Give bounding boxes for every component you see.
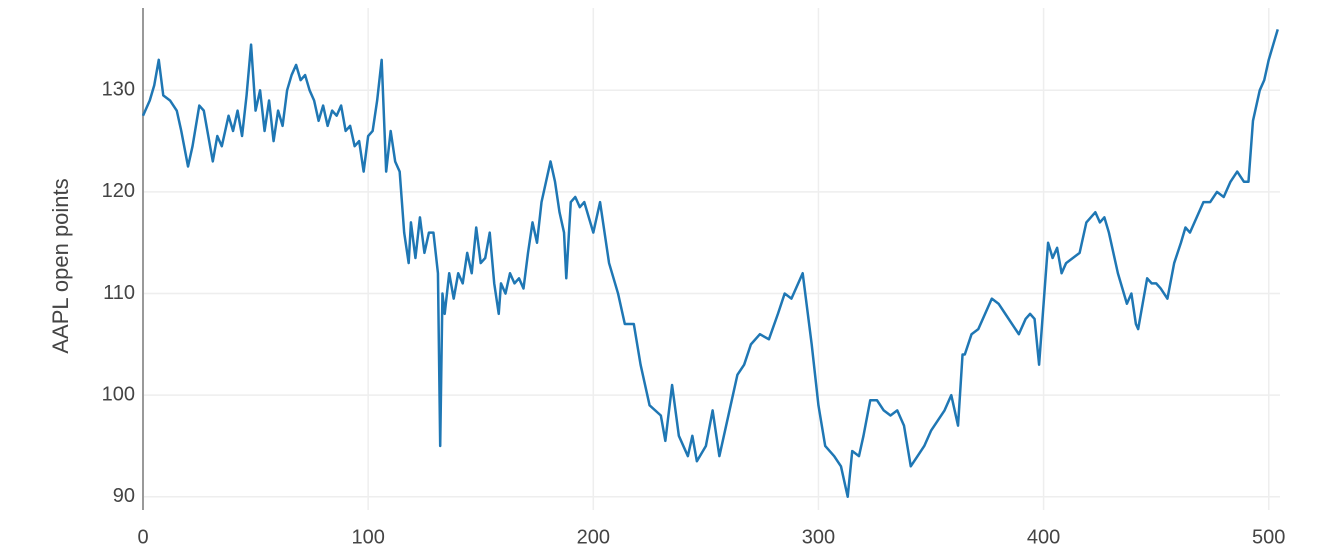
y-tick-label: 90 [113,485,135,507]
x-tick-label: 400 [1027,526,1060,548]
y-tick-label: 110 [103,282,135,304]
x-tick-label: 200 [577,526,610,548]
x-tick-label: 100 [351,526,384,548]
x-tick-label: 500 [1252,526,1285,548]
y-tick-label: 120 [102,180,135,202]
x-tick-label: 300 [802,526,835,548]
y-tick-label: 100 [102,383,135,405]
line [141,28,1279,499]
y-axis-title: AAPL open points [48,178,73,353]
y-tick-label: 130 [102,79,135,101]
x-tick-label: 0 [137,526,148,548]
